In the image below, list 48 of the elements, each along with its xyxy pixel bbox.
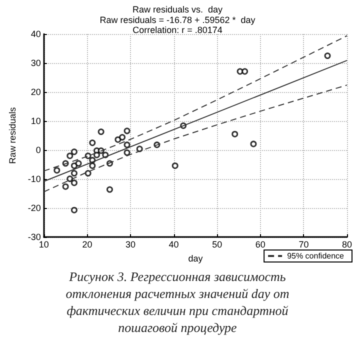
point [70,148,78,156]
y-axis-title: Raw residuals [8,106,18,164]
point [75,160,82,167]
point [70,180,78,186]
x-tick-label: 70 [298,240,309,250]
x-axis-title: day [188,254,204,264]
y-tick-label: 10 [30,116,41,126]
x-tick-label: 10 [38,240,49,250]
point [62,183,69,190]
point [324,52,331,60]
y-tick-label: 20 [30,87,41,98]
point [70,162,78,169]
y-tick-label: 30 [30,58,41,68]
point [124,128,130,134]
point [124,149,130,156]
chart-title: Raw residuals vs. day [132,4,224,14]
point [70,170,78,177]
y-tick-label: -30 [28,232,41,242]
point [66,152,74,160]
point [124,142,130,148]
point [172,162,178,169]
chart-subtitle: Raw residuals = -16.78 + .59562 * day Correlation: r = .80174 [100,15,256,35]
point [119,134,126,141]
point [106,186,113,193]
text: Рисунок 3. Регрессионная зависимость отклонения расчетных значений day от фактических величин при стандартной пошаговой процедуре [64,268,290,336]
y-tick-label: 40 [30,29,41,39]
x-tick-label: 50 [212,240,222,250]
point [250,140,257,148]
y-tick-label: -10 [28,174,41,184]
point [242,68,248,75]
point [54,167,60,174]
point [84,170,92,177]
point [89,140,96,146]
y-tick-label: -20 [28,203,41,214]
x-tick-label: 40 [168,240,179,250]
line-series [43,84,348,192]
x-tick-label: 30 [125,240,136,250]
point [114,136,122,143]
point [89,162,96,169]
x-tick-label: 60 [255,240,266,250]
y-tick-label: 0 [36,145,41,156]
point [98,128,104,136]
point [232,130,238,138]
x-tick-label: 80 [342,240,352,250]
legend-label: 95% confidence [287,252,345,260]
point [66,176,74,182]
x-tick-label: 20 [82,240,92,250]
point [70,206,78,214]
